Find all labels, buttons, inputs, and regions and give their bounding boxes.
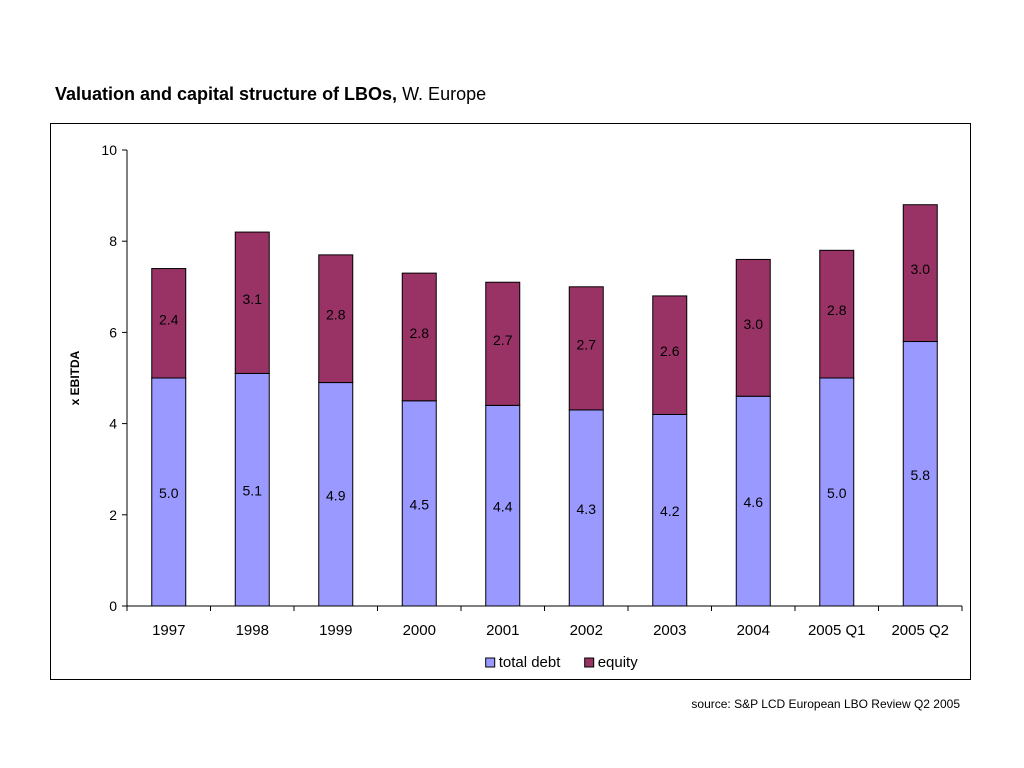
- y-tick-label: 2: [109, 507, 117, 523]
- x-tick-label: 1997: [152, 622, 185, 639]
- data-label-equity: 3.1: [243, 291, 263, 307]
- data-label-total-debt: 4.4: [493, 499, 513, 515]
- legend-swatch-total-debt: [485, 657, 496, 668]
- bar-equity: [819, 249, 855, 379]
- page-title: Valuation and capital structure of LBOs,…: [55, 84, 486, 105]
- bar-equity: [652, 295, 688, 415]
- data-label-equity: 2.8: [410, 325, 430, 341]
- y-tick-label: 8: [109, 233, 117, 249]
- x-tick-label: 2005 Q1: [808, 622, 866, 639]
- y-tick-label: 10: [101, 142, 117, 158]
- y-tick-label: 4: [109, 416, 117, 432]
- data-label-total-debt: 4.5: [410, 496, 430, 512]
- data-label-total-debt: 4.6: [744, 494, 764, 510]
- data-label-equity: 3.0: [911, 261, 931, 277]
- x-tick-label: 2004: [737, 622, 770, 639]
- data-label-total-debt: 4.3: [577, 501, 597, 517]
- data-label-total-debt: 4.2: [660, 503, 680, 519]
- bar-equity: [234, 231, 270, 374]
- data-label-total-debt: 4.9: [326, 487, 346, 503]
- y-tick-label: 6: [109, 324, 117, 340]
- bar-total-debt: [485, 404, 521, 607]
- legend-label-equity: equity: [598, 654, 639, 671]
- data-label-total-debt: 5.0: [827, 485, 847, 501]
- x-tick-label: 1998: [236, 622, 269, 639]
- x-tick-label: 2001: [486, 622, 519, 639]
- source-note: source: S&P LCD European LBO Review Q2 2…: [691, 697, 960, 711]
- bar-total-debt: [819, 377, 855, 607]
- bar-equity: [151, 268, 187, 379]
- data-label-equity: 2.8: [827, 302, 847, 318]
- y-tick-label: 0: [109, 598, 117, 614]
- data-label-total-debt: 5.0: [159, 485, 179, 501]
- data-label-equity: 2.6: [660, 343, 680, 359]
- legend-label-total-debt: total debt: [499, 654, 562, 671]
- x-tick-label: 1999: [319, 622, 352, 639]
- bar-total-debt: [318, 382, 354, 607]
- data-label-total-debt: 5.8: [911, 467, 931, 483]
- x-tick-label: 2002: [570, 622, 603, 639]
- bar-equity: [568, 286, 604, 411]
- bar-equity: [902, 204, 938, 343]
- bar-total-debt: [234, 372, 270, 607]
- data-label-total-debt: 5.1: [243, 483, 263, 499]
- chart-frame: 0 2 4 6 8 10 x EBITDA 5.0 2.4 1997 5.1 3.1 1998 4.9 2.…: [50, 123, 971, 680]
- data-label-equity: 3.0: [744, 316, 764, 332]
- stacked-bar-chart: 0 2 4 6 8 10 x EBITDA 5.0 2.4 1997 5.1 3.1 1998 4.9 2.…: [68, 142, 963, 671]
- bar-equity: [485, 281, 521, 406]
- legend-swatch-equity: [584, 657, 595, 668]
- bar-equity: [735, 258, 771, 397]
- bar-equity: [401, 272, 437, 402]
- x-tick-label: 2000: [403, 622, 436, 639]
- y-axis-label: x EBITDA: [68, 350, 82, 405]
- x-tick-label: 2003: [653, 622, 686, 639]
- title-bold: Valuation and capital structure of LBOs,: [55, 84, 398, 104]
- data-label-equity: 2.7: [577, 336, 597, 352]
- data-label-equity: 2.8: [326, 307, 346, 323]
- bar-total-debt: [401, 400, 437, 607]
- bar-total-debt: [652, 413, 688, 607]
- bar-equity: [318, 254, 354, 384]
- data-label-equity: 2.7: [493, 332, 513, 348]
- bar-total-debt: [568, 409, 604, 607]
- title-regular: W. Europe: [397, 84, 487, 104]
- x-tick-label: 2005 Q2: [891, 622, 949, 639]
- bar-total-debt: [902, 341, 938, 607]
- data-label-equity: 2.4: [159, 311, 179, 327]
